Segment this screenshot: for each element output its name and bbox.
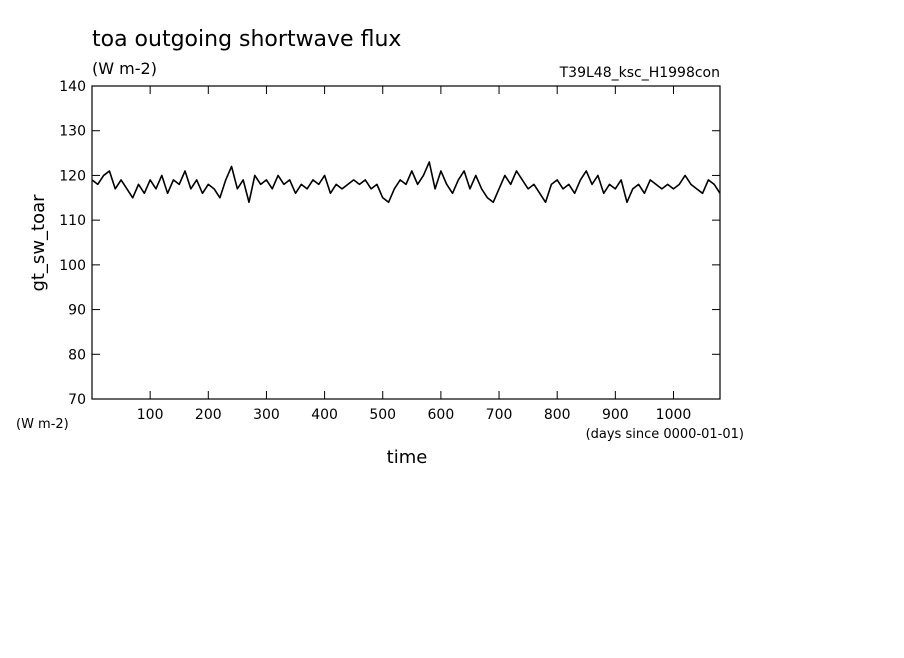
y-tick-label: 100 xyxy=(59,258,86,274)
y-axis-label: gt_sw_toar xyxy=(28,194,49,292)
y-unit: (W m-2) xyxy=(16,417,69,432)
x-tick-label: 200 xyxy=(195,407,222,423)
x-tick-label: 700 xyxy=(486,407,513,423)
x-tick-label: 300 xyxy=(253,407,280,423)
x-tick-label: 800 xyxy=(544,407,571,423)
y-tick-label: 120 xyxy=(59,168,86,184)
x-tick-label: 500 xyxy=(369,407,396,423)
y-tick-label: 110 xyxy=(59,213,86,229)
chart-title: toa outgoing shortwave flux xyxy=(92,27,401,52)
y-tick-label: 80 xyxy=(68,347,86,363)
x-axis-label: time xyxy=(387,447,428,468)
run-name: T39L48_ksc_H1998con xyxy=(559,65,720,81)
x-tick-label: 600 xyxy=(428,407,455,423)
y-tick-label: 70 xyxy=(68,392,86,408)
data-line xyxy=(91,161,721,204)
plot-frame xyxy=(91,85,721,400)
x-unit: (days since 0000-01-01) xyxy=(586,427,744,442)
x-tick-label: 1000 xyxy=(656,407,692,423)
x-tick-label: 900 xyxy=(602,407,629,423)
x-tick-label: 400 xyxy=(311,407,338,423)
y-tick-label: 90 xyxy=(68,303,86,319)
subtitle: (W m-2) xyxy=(92,59,157,78)
x-tick-label: 100 xyxy=(137,407,164,423)
y-tick-label: 130 xyxy=(59,124,86,140)
y-tick-label: 140 xyxy=(59,79,86,95)
